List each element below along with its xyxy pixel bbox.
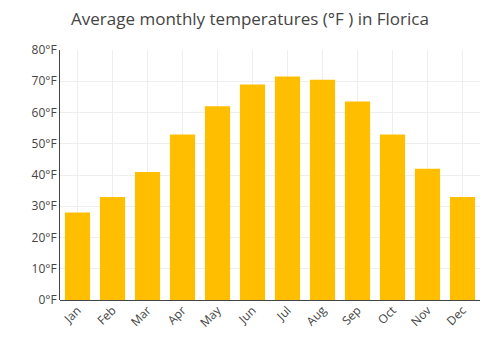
svg-text:80°F: 80°F [32, 41, 57, 58]
svg-text:Sep: Sep [338, 302, 365, 329]
svg-text:50°F: 50°F [32, 135, 57, 152]
svg-text:Jan: Jan [60, 302, 85, 327]
svg-text:Oct: Oct [374, 302, 400, 328]
svg-text:Dec: Dec [443, 302, 470, 329]
svg-text:30°F: 30°F [32, 197, 57, 214]
svg-text:Aug: Aug [302, 302, 330, 330]
svg-text:Average monthly temperatures (: Average monthly temperatures (°F ) in Fl… [71, 7, 429, 30]
svg-text:70°F: 70°F [32, 72, 57, 89]
svg-text:May: May [196, 301, 225, 330]
svg-text:Mar: Mar [127, 302, 155, 330]
svg-text:Jul: Jul [272, 302, 294, 324]
svg-text:60°F: 60°F [32, 104, 57, 121]
svg-text:40°F: 40°F [32, 166, 57, 183]
svg-text:20°F: 20°F [32, 229, 57, 246]
svg-text:Apr: Apr [164, 302, 190, 328]
svg-text:Jun: Jun [234, 302, 259, 327]
svg-text:0°F: 0°F [38, 291, 56, 308]
svg-text:10°F: 10°F [32, 260, 57, 277]
svg-text:Feb: Feb [93, 302, 119, 328]
svg-text:Nov: Nov [407, 302, 435, 330]
